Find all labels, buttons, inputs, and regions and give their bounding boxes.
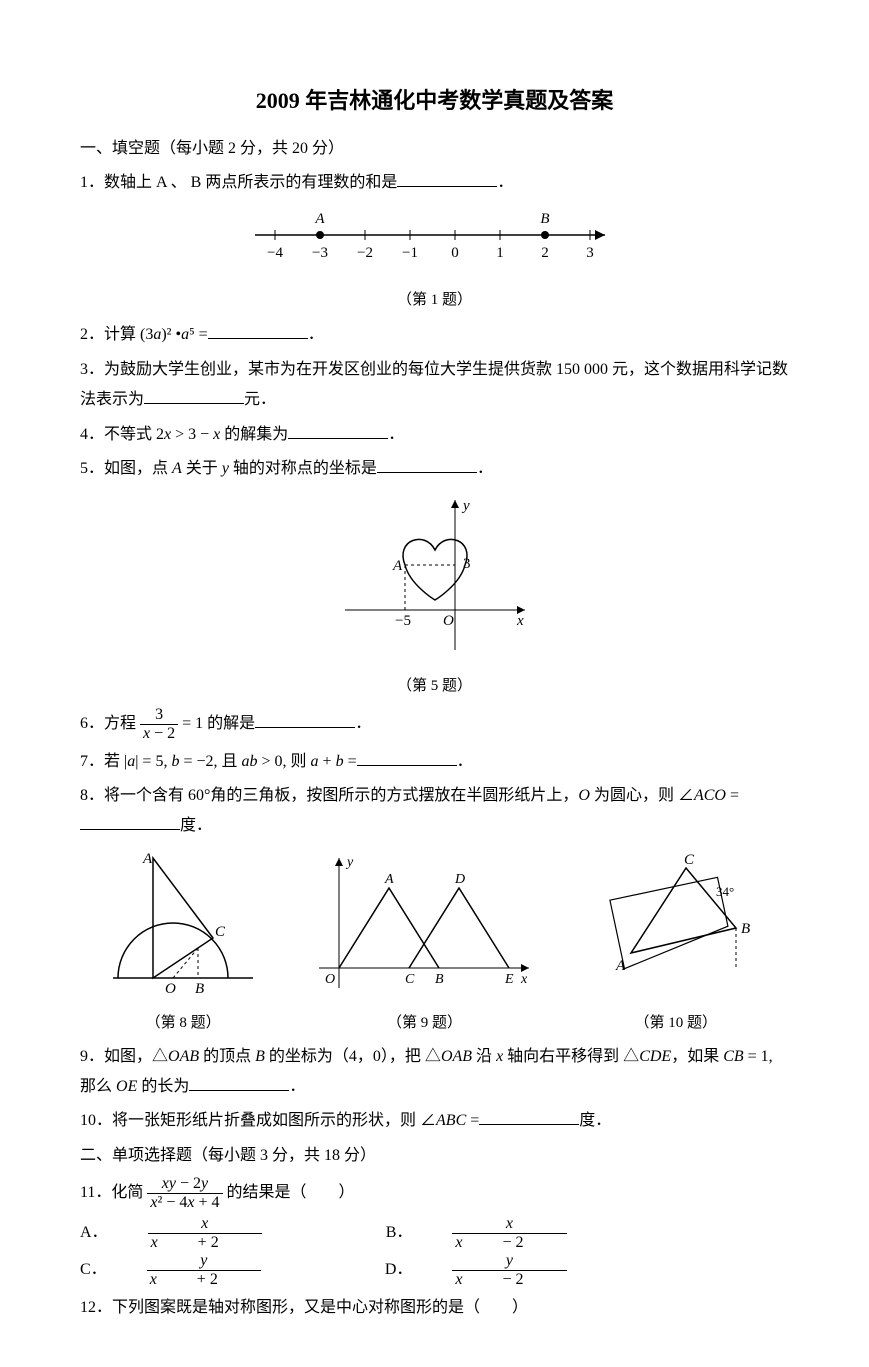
svg-text:B: B: [195, 981, 204, 997]
q4: 4．不等式 2x > 3 − x 的解集为．: [80, 420, 789, 450]
svg-text:y: y: [345, 855, 354, 870]
q5: 5．如图，点 A 关于 y 轴的对称点的坐标是．: [80, 454, 789, 484]
q7: 7．若 |a| = 5, b = −2, 且 ab > 0, 则 a + b =…: [80, 747, 789, 777]
svg-text:E: E: [504, 972, 514, 987]
q11-choices: A．xx + 2 B．xx − 2 C．yx + 2 D．yx − 2: [80, 1215, 789, 1288]
svg-text:O: O: [165, 981, 176, 997]
q12: 12．下列图案既是轴对称图形，又是中心对称图形的是（ ）: [80, 1293, 789, 1323]
svg-text:A: A: [314, 211, 325, 227]
figure-5: A 3 −5 O x y （第 5 题）: [80, 490, 789, 700]
svg-text:2: 2: [541, 245, 549, 261]
svg-text:−3: −3: [312, 245, 328, 261]
q8: 8．将一个含有 60°角的三角板，按图所示的方式摆放在半圆形纸片上，O 为圆心，…: [80, 781, 789, 842]
q10: 10．将一张矩形纸片折叠成如图所示的形状，则 ∠ABC =度．: [80, 1106, 789, 1136]
section-2-header: 二、单项选择题（每小题 3 分，共 18 分）: [80, 1141, 789, 1171]
svg-text:−5: −5: [395, 613, 411, 629]
svg-text:A: A: [142, 851, 153, 867]
svg-text:1: 1: [496, 245, 504, 261]
figure-10: A B C 34° （第 10 题）: [586, 848, 766, 1038]
q1: 1．数轴上 A 、 B 两点所表示的有理数的和是．: [80, 168, 789, 198]
svg-text:−2: −2: [357, 245, 373, 261]
caption-5: （第 5 题）: [80, 672, 789, 701]
svg-text:3: 3: [586, 245, 594, 261]
svg-text:34°: 34°: [716, 884, 734, 899]
q9: 9．如图，△OAB 的顶点 B 的坐标为（4，0），把 △OAB 沿 x 轴向右…: [80, 1042, 789, 1103]
q3: 3．为鼓励大学生创业，某市为在开发区创业的每位大学生提供货款 150 000 元…: [80, 355, 789, 416]
svg-text:O: O: [443, 613, 454, 629]
svg-text:A: A: [392, 558, 403, 574]
caption-1: （第 1 题）: [80, 286, 789, 315]
figure-9: O A D C B E x y （第 9 题）: [309, 848, 539, 1038]
figure-numberline: −4 −3 A −2 −1 0 1 2 B 3 （第 1 题）: [80, 205, 789, 315]
svg-text:A: A: [384, 872, 394, 887]
section-1-header: 一、填空题（每小题 2 分，共 20 分）: [80, 134, 789, 164]
svg-text:C: C: [405, 972, 415, 987]
svg-text:y: y: [461, 498, 470, 514]
svg-text:C: C: [684, 852, 695, 868]
svg-text:C: C: [215, 924, 226, 940]
svg-text:0: 0: [451, 245, 459, 261]
svg-text:B: B: [435, 972, 444, 987]
svg-text:x: x: [516, 613, 524, 629]
svg-text:D: D: [454, 872, 465, 887]
svg-text:O: O: [325, 972, 335, 987]
svg-text:3: 3: [463, 556, 471, 572]
figure-8: A C O B （第 8 题）: [103, 848, 263, 1038]
q11: 11．化简 xy − 2y x² − 4x + 4 的结果是（ ）: [80, 1175, 789, 1211]
page-title: 2009 年吉林通化中考数学真题及答案: [80, 80, 789, 122]
svg-text:x: x: [520, 972, 528, 987]
svg-text:A: A: [615, 958, 626, 974]
svg-text:−1: −1: [402, 245, 418, 261]
q6: 6．方程 3x − 2 = 1 的解是．: [80, 706, 789, 742]
q2: 2．计算 (3a)² •a⁵ =．: [80, 320, 789, 350]
svg-text:B: B: [540, 211, 549, 227]
svg-text:B: B: [741, 921, 750, 937]
svg-text:−4: −4: [267, 245, 283, 261]
